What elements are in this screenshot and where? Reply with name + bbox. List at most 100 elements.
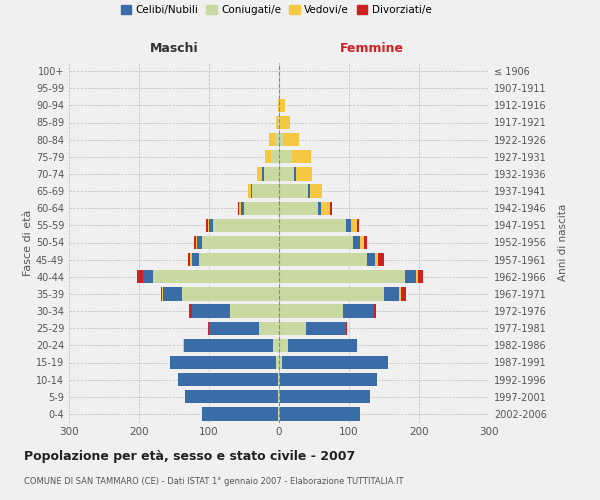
Bar [384, 287, 400, 300]
Bar [206, 218, 208, 232]
Bar [279, 167, 295, 180]
Bar [208, 218, 209, 232]
Bar [356, 338, 358, 352]
Bar [280, 407, 359, 420]
Bar [276, 356, 279, 369]
Bar [208, 322, 209, 335]
Bar [197, 236, 202, 249]
Bar [257, 167, 262, 180]
Bar [170, 356, 276, 369]
Bar [415, 270, 418, 283]
Text: COMUNE DI SAN TAMMARO (CE) - Dati ISTAT 1° gennaio 2007 - Elaborazione TUTTITALI: COMUNE DI SAN TAMMARO (CE) - Dati ISTAT … [24, 478, 404, 486]
Bar [184, 338, 274, 352]
Bar [367, 253, 375, 266]
Bar [137, 270, 143, 283]
Bar [191, 253, 199, 266]
Bar [346, 322, 347, 335]
Bar [153, 270, 279, 283]
Bar [295, 167, 296, 180]
Bar [279, 184, 308, 198]
Bar [183, 338, 184, 352]
Bar [279, 253, 367, 266]
Text: Popolazione per età, sesso e stato civile - 2007: Popolazione per età, sesso e stato civil… [24, 450, 355, 463]
Bar [279, 338, 288, 352]
Bar [282, 356, 388, 369]
Bar [279, 133, 283, 146]
Bar [343, 304, 373, 318]
Bar [182, 287, 279, 300]
Bar [305, 322, 346, 335]
Bar [271, 150, 279, 164]
Bar [162, 287, 163, 300]
Bar [292, 150, 311, 164]
Bar [279, 202, 317, 215]
Bar [279, 236, 353, 249]
Bar [279, 98, 284, 112]
Bar [275, 116, 278, 129]
Bar [283, 133, 299, 146]
Bar [405, 270, 415, 283]
Bar [274, 338, 279, 352]
Bar [321, 202, 330, 215]
Bar [330, 202, 331, 215]
Bar [373, 304, 374, 318]
Bar [279, 304, 343, 318]
Bar [418, 270, 423, 283]
Bar [278, 373, 279, 386]
Bar [265, 150, 271, 164]
Bar [359, 236, 364, 249]
Bar [202, 236, 279, 249]
Bar [400, 287, 401, 300]
Bar [374, 304, 376, 318]
Bar [199, 253, 279, 266]
Bar [278, 116, 279, 129]
Bar [238, 202, 239, 215]
Bar [279, 356, 282, 369]
Bar [188, 253, 190, 266]
Bar [279, 287, 384, 300]
Y-axis label: Fasce di età: Fasce di età [23, 210, 33, 276]
Bar [288, 338, 357, 352]
Bar [358, 218, 359, 232]
Bar [279, 390, 280, 404]
Bar [241, 202, 244, 215]
Bar [279, 373, 280, 386]
Bar [279, 322, 305, 335]
Bar [161, 287, 162, 300]
Bar [163, 287, 182, 300]
Bar [212, 218, 279, 232]
Bar [280, 390, 370, 404]
Bar [191, 304, 230, 318]
Y-axis label: Anni di nascita: Anni di nascita [558, 204, 568, 281]
Bar [143, 270, 153, 283]
Bar [401, 287, 406, 300]
Bar [279, 116, 280, 129]
Bar [353, 236, 359, 249]
Bar [185, 390, 278, 404]
Text: Femmine: Femmine [340, 42, 403, 55]
Bar [278, 390, 279, 404]
Text: Maschi: Maschi [149, 42, 199, 55]
Bar [262, 167, 263, 180]
Bar [248, 184, 251, 198]
Bar [194, 236, 196, 249]
Bar [364, 236, 367, 249]
Bar [259, 322, 279, 335]
Bar [196, 236, 197, 249]
Bar [280, 373, 377, 386]
Bar [375, 253, 379, 266]
Bar [278, 98, 279, 112]
Legend: Celibi/Nubili, Coniugati/e, Vedovi/e, Divorziati/e: Celibi/Nubili, Coniugati/e, Vedovi/e, Di… [121, 5, 431, 15]
Bar [351, 218, 358, 232]
Bar [190, 304, 191, 318]
Bar [279, 407, 280, 420]
Bar [230, 304, 279, 318]
Bar [279, 150, 292, 164]
Bar [279, 82, 280, 95]
Bar [279, 270, 405, 283]
Bar [239, 202, 241, 215]
Bar [209, 218, 212, 232]
Bar [280, 116, 290, 129]
Bar [202, 407, 278, 420]
Bar [278, 407, 279, 420]
